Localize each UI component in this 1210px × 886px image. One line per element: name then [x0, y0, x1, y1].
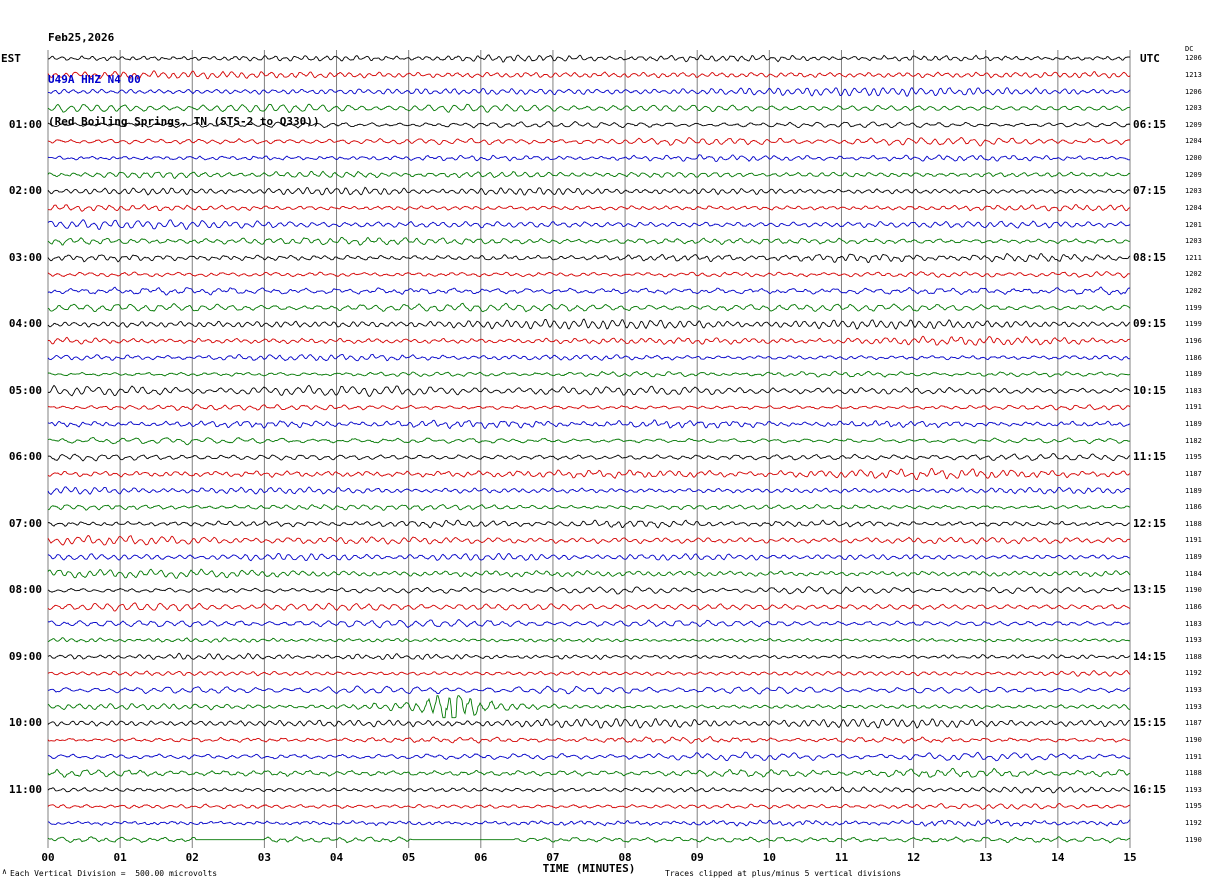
dc-value: 1202 [1185, 287, 1202, 296]
est-time-label: 04:00 [8, 317, 42, 331]
dc-value: 1192 [1185, 819, 1202, 828]
dc-column-header: DC [1185, 45, 1194, 53]
left-axis-title: EST [1, 52, 21, 65]
dc-value: 1201 [1185, 220, 1202, 229]
dc-value: 1204 [1185, 203, 1202, 212]
utc-time-label: 16:15 [1133, 782, 1167, 796]
dc-value: 1188 [1185, 652, 1202, 661]
utc-time-label: 14:15 [1133, 649, 1167, 663]
dc-value: 1193 [1185, 686, 1202, 695]
x-tick-label: 01 [113, 851, 127, 864]
dc-value: 1203 [1185, 187, 1202, 196]
dc-value: 1206 [1185, 87, 1202, 96]
dc-value: 1209 [1185, 120, 1202, 129]
x-tick-label: 12 [906, 851, 921, 864]
x-tick-label: 10 [762, 851, 776, 864]
corner-mark: ∧ [2, 867, 7, 876]
utc-time-label: 10:15 [1133, 383, 1167, 397]
dc-value: 1203 [1185, 237, 1202, 246]
utc-time-label: 09:15 [1133, 317, 1167, 331]
dc-value: 1213 [1185, 70, 1202, 79]
dc-value: 1183 [1185, 386, 1202, 395]
dc-value: 1193 [1185, 702, 1202, 711]
utc-time-label: 12:15 [1133, 516, 1167, 530]
x-tick-label: 11 [834, 851, 849, 864]
dc-value: 1191 [1185, 403, 1202, 412]
dc-value: 1189 [1185, 486, 1202, 495]
dc-value: 1189 [1185, 420, 1202, 429]
dc-value: 1190 [1185, 735, 1202, 744]
utc-time-label: 13:15 [1133, 583, 1167, 597]
dc-value: 1189 [1185, 370, 1202, 379]
dc-value: 1187 [1185, 719, 1202, 728]
x-tick-label: 06 [474, 851, 488, 864]
dc-value: 1186 [1185, 602, 1202, 611]
est-time-label: 07:00 [8, 516, 42, 530]
est-time-label: 10:00 [8, 716, 42, 730]
dc-value: 1209 [1185, 170, 1202, 179]
dc-value: 1202 [1185, 270, 1202, 279]
utc-time-label: 07:15 [1133, 184, 1167, 198]
x-tick-label: 05 [402, 851, 416, 864]
dc-value: 1192 [1185, 669, 1202, 678]
dc-value: 1187 [1185, 469, 1202, 478]
header-station-id: U49A HHZ N4 00 [48, 73, 141, 86]
dc-value: 1199 [1185, 303, 1202, 312]
clip-note: Traces clipped at plus/minus 5 vertical … [665, 869, 902, 878]
x-tick-label: 15 [1123, 851, 1137, 864]
x-tick-label: 14 [1051, 851, 1065, 864]
est-time-label: 11:00 [8, 782, 42, 796]
est-time-label: 09:00 [8, 649, 42, 663]
dc-value: 1199 [1185, 320, 1202, 329]
utc-time-label: 15:15 [1133, 716, 1167, 730]
utc-time-label: 06:15 [1133, 117, 1167, 131]
est-time-label: 05:00 [8, 383, 42, 397]
right-axis-title: UTC [1140, 52, 1160, 65]
dc-value: 1191 [1185, 536, 1202, 545]
dc-value: 1193 [1185, 785, 1202, 794]
dc-value: 1186 [1185, 353, 1202, 362]
x-tick-label: 03 [257, 851, 272, 864]
dc-value: 1203 [1185, 104, 1202, 113]
header: Feb25,2026 U49A HHZ N4 00 (Red Boiling S… [48, 3, 320, 143]
dc-value: 1196 [1185, 336, 1202, 345]
dc-value: 1195 [1185, 802, 1202, 811]
dc-value: 1195 [1185, 453, 1202, 462]
est-time-label: 02:00 [8, 184, 42, 198]
dc-value: 1188 [1185, 519, 1202, 528]
header-location: (Red Boiling Springs, TN (STS-2 to Q330)… [48, 115, 320, 128]
x-tick-label: 07 [546, 851, 560, 864]
est-time-label: 01:00 [8, 117, 42, 131]
dc-value: 1211 [1185, 253, 1202, 262]
dc-value: 1186 [1185, 503, 1202, 512]
scale-note: Each Vertical Division = 500.00 microvol… [10, 869, 218, 878]
x-tick-label: 00 [41, 851, 55, 864]
header-date: Feb25,2026 [48, 31, 115, 44]
dc-value: 1190 [1185, 835, 1202, 844]
x-tick-label: 09 [690, 851, 704, 864]
dc-value: 1191 [1185, 752, 1202, 761]
est-time-label: 06:00 [8, 450, 42, 464]
dc-value: 1188 [1185, 769, 1202, 778]
dc-value: 1200 [1185, 154, 1202, 163]
dc-value: 1184 [1185, 569, 1202, 578]
dc-value: 1206 [1185, 54, 1202, 63]
dc-value: 1189 [1185, 553, 1202, 562]
dc-value: 1190 [1185, 586, 1202, 595]
dc-value: 1183 [1185, 619, 1202, 628]
x-tick-label: 02 [185, 851, 199, 864]
x-tick-label: 13 [979, 851, 993, 864]
dc-value: 1204 [1185, 137, 1202, 146]
est-time-label: 08:00 [8, 583, 42, 597]
utc-time-label: 08:15 [1133, 250, 1167, 264]
utc-time-label: 11:15 [1133, 450, 1167, 464]
x-axis-title: TIME (MINUTES) [542, 862, 636, 875]
dc-value: 1182 [1185, 436, 1202, 445]
x-tick-label: 08 [618, 851, 632, 864]
est-time-label: 03:00 [8, 250, 42, 264]
dc-value: 1193 [1185, 636, 1202, 645]
x-tick-label: 04 [329, 851, 344, 864]
